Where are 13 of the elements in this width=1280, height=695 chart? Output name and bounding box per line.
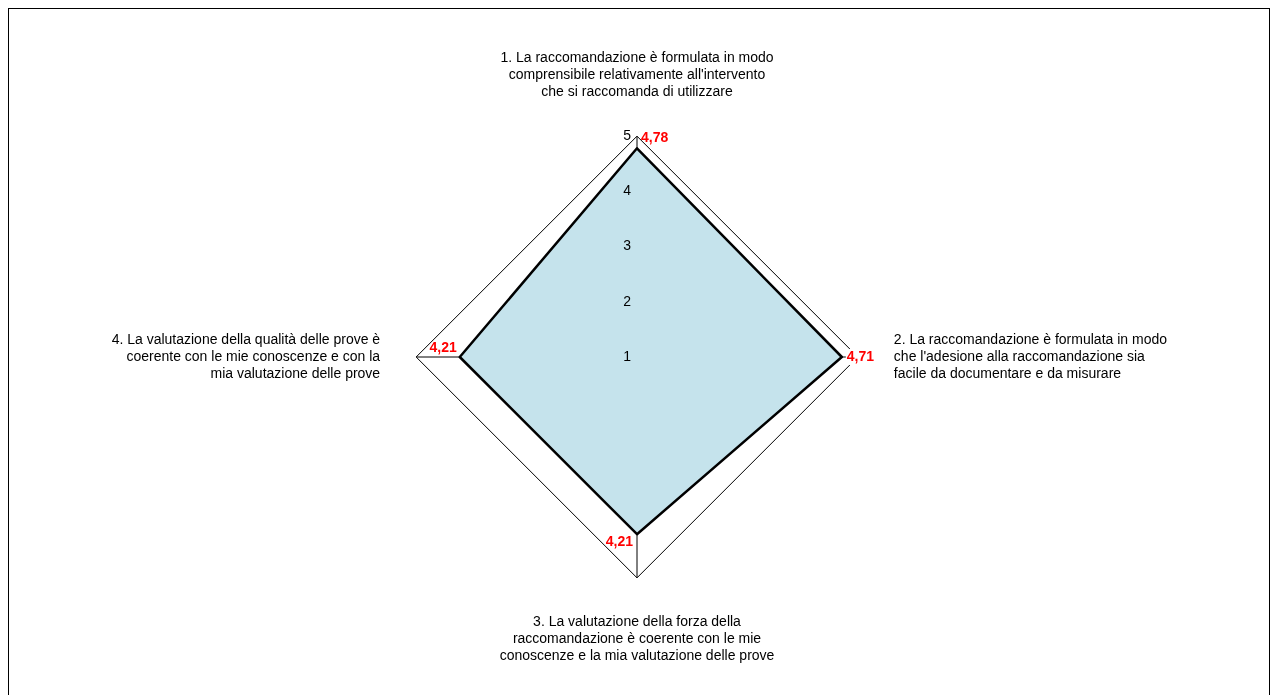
- y-tick-label: 5: [623, 127, 632, 144]
- spoke-label: 1. La raccomandazione è formulata in modo comprensibile relativamente all'intervento che si raccomanda di utilizzare: [500, 49, 774, 99]
- data-label: 4,71: [846, 347, 875, 364]
- y-tick-label: 3: [623, 237, 632, 254]
- spoke-label: 3. La valutazione della forza della raccomandazione è coerente con le mie conoscenze e la mia valutazione delle prove: [499, 613, 775, 663]
- spoke-label: 2. La raccomandazione è formulata in modo che l'adesione alla raccomandazione sia facile da documentare e da misurare: [893, 331, 1168, 381]
- y-tick-label: 2: [623, 292, 632, 309]
- spoke-label: 4. La valutazione della qualità delle prove è coerente con le mie conoscenze e con la mia valutazione delle prove: [111, 331, 381, 381]
- data-label: 4,21: [429, 338, 457, 355]
- y-tick-label: 1: [623, 347, 632, 364]
- y-tick-label: 4: [623, 182, 632, 199]
- data-label: 4,21: [605, 533, 634, 550]
- data-label: 4,78: [641, 129, 669, 146]
